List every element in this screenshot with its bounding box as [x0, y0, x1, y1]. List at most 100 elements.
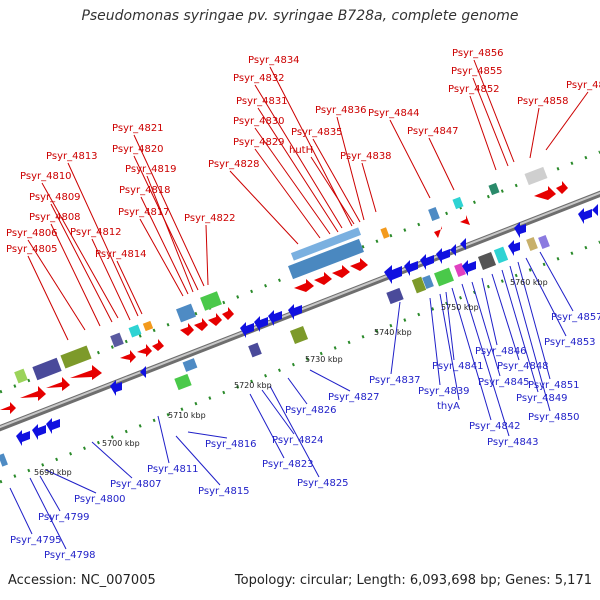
forward-gene-label: Psyr_4818	[119, 185, 171, 196]
kbp-label: 5710 kbp	[168, 411, 206, 420]
reverse-leader-line	[429, 297, 441, 386]
reverse-gene-label: Psyr_4849	[516, 393, 568, 404]
forward-leader-line	[229, 170, 299, 245]
forward-leader-line	[27, 255, 69, 341]
reverse-gene-labels: Psyr_4795 Psyr_4798 Psyr_4799 Psyr_4800 Psyr…	[10, 312, 600, 561]
reverse-gene-label: Psyr_4823	[262, 459, 314, 470]
reverse-gene-label: Psyr_4811	[147, 464, 199, 475]
reverse-leader-line	[439, 293, 460, 401]
forward-gene-label: Psyr_4835	[291, 127, 343, 138]
reverse-gene-boxes	[0, 234, 550, 467]
forward-gene-label: Psyr_4820	[112, 144, 164, 155]
forward-gene-label: Psyr_4817	[118, 207, 170, 218]
forward-gene-label: Psyr_4821	[112, 123, 164, 134]
forward-leader-line	[428, 137, 455, 191]
forward-gene-label: Psyr_4809	[29, 192, 81, 203]
reverse-leader-line	[461, 283, 510, 437]
forward-leader-line	[205, 224, 209, 286]
forward-gene-label: Psyr_4852	[448, 84, 500, 95]
kbp-scale-labels: 5690 kbp 5700 kbp 5710 kbp 5720 kbp 5730 kbp…	[34, 278, 548, 477]
scale-rails	[0, 150, 600, 484]
reverse-gene-label: Psyr_4837	[369, 375, 421, 386]
forward-leader-line	[312, 138, 361, 223]
reverse-leader-line	[501, 269, 539, 393]
reverse-leader-line	[390, 301, 401, 375]
reverse-gene-label: thyA	[437, 401, 460, 412]
forward-gene-label: Psyr_4810	[20, 171, 72, 182]
forward-leader-line	[529, 107, 540, 159]
reverse-gene-label: Psyr_4841	[432, 361, 484, 372]
reverse-leader-line	[481, 277, 498, 346]
reverse-gene-label: Psyr_4827	[328, 392, 380, 403]
forward-leader-line	[254, 148, 321, 239]
forward-gene-arrows	[0, 181, 568, 414]
forward-leader-line	[41, 182, 119, 319]
forward-gene-label: Psyr_4858	[517, 96, 569, 107]
forward-gene-label: Psyr_4856	[452, 48, 504, 59]
reverse-leader-lines	[9, 251, 574, 550]
forward-gene-label: Psyr_4819	[125, 164, 177, 175]
reverse-gene-label: Psyr_4857	[551, 312, 600, 323]
forward-gene-label: Psyr_4844	[368, 108, 420, 119]
reverse-gene-label: Psyr_4850	[528, 412, 580, 423]
kbp-label: 5690 kbp	[34, 468, 72, 477]
reverse-gene-label: Psyr_4816	[205, 439, 257, 450]
forward-leader-line	[254, 127, 331, 235]
reverse-leader-line	[539, 251, 574, 312]
forward-leader-line	[139, 218, 184, 297]
forward-gene-label: Psyr_4806	[6, 228, 58, 239]
forward-gene-label: Psyr_4834	[248, 55, 300, 66]
forward-leader-line	[361, 162, 377, 213]
forward-gene-label: Psyr_4847	[407, 126, 459, 137]
reverse-leader-line	[491, 273, 520, 361]
reverse-leader-line	[525, 257, 567, 337]
reverse-leader-line	[175, 435, 221, 486]
forward-leader-line	[257, 107, 339, 233]
forward-gene-label: Psyr_4812	[70, 227, 122, 238]
reverse-leader-line	[261, 389, 295, 435]
forward-gene-label: Psyr_4822	[184, 213, 236, 224]
reverse-gene-label: Psyr_4853	[544, 337, 596, 348]
reverse-gene-label: Psyr_4846	[475, 346, 527, 357]
reverse-leader-line	[29, 477, 67, 550]
forward-gene-label: Psyr_4828	[208, 159, 260, 170]
forward-leader-line	[254, 84, 343, 229]
forward-gene-label: Psyr_4836	[315, 105, 367, 116]
reverse-leader-line	[451, 287, 492, 421]
forward-leader-line	[50, 223, 101, 327]
accession-text: Accession: NC_007005	[8, 573, 156, 588]
kbp-label: 5730 kbp	[305, 355, 343, 364]
forward-leader-line	[67, 162, 139, 317]
forward-gene-label: Psyr_4814	[95, 249, 147, 260]
reverse-gene-label: Psyr_4824	[272, 435, 324, 446]
kbp-label: 5720 kbp	[234, 381, 272, 390]
forward-leader-line	[27, 239, 86, 331]
forward-leader-line	[133, 155, 199, 291]
kbp-label: 5750 kbp	[441, 303, 479, 312]
reverse-leader-line	[269, 385, 320, 478]
forward-leader-line	[389, 119, 431, 199]
map-title: Pseudomonas syringae pv. syringae B728a,…	[81, 8, 519, 24]
forward-gene-label: Psyr_4813	[46, 151, 98, 162]
reverse-leader-line	[287, 377, 308, 405]
forward-leader-line	[469, 95, 497, 171]
reverse-gene-label: Psyr_4839	[418, 386, 470, 397]
reverse-gene-label: Psyr_4795	[10, 535, 62, 546]
reverse-leader-line	[45, 469, 97, 494]
reverse-gene-arrows	[16, 204, 598, 446]
kbp-label: 5740 kbp	[374, 328, 412, 337]
reverse-leader-line	[509, 265, 551, 412]
reverse-leader-line	[471, 281, 501, 377]
reverse-leader-line	[157, 415, 170, 464]
forward-leader-line	[473, 59, 515, 163]
reverse-leader-line	[9, 487, 33, 535]
forward-gene-label: Psyr_4832	[233, 73, 285, 84]
forward-leader-line	[310, 156, 355, 225]
reverse-gene-label: Psyr_4848	[497, 361, 549, 372]
reverse-gene-label: Psyr_4799	[38, 512, 90, 523]
forward-gene-label: Psyr_4805	[6, 244, 58, 255]
forward-leader-line	[91, 238, 131, 321]
forward-gene-label: Psyr_4829	[233, 137, 285, 148]
reverse-leader-line	[39, 475, 61, 512]
reverse-leader-line	[309, 369, 351, 392]
